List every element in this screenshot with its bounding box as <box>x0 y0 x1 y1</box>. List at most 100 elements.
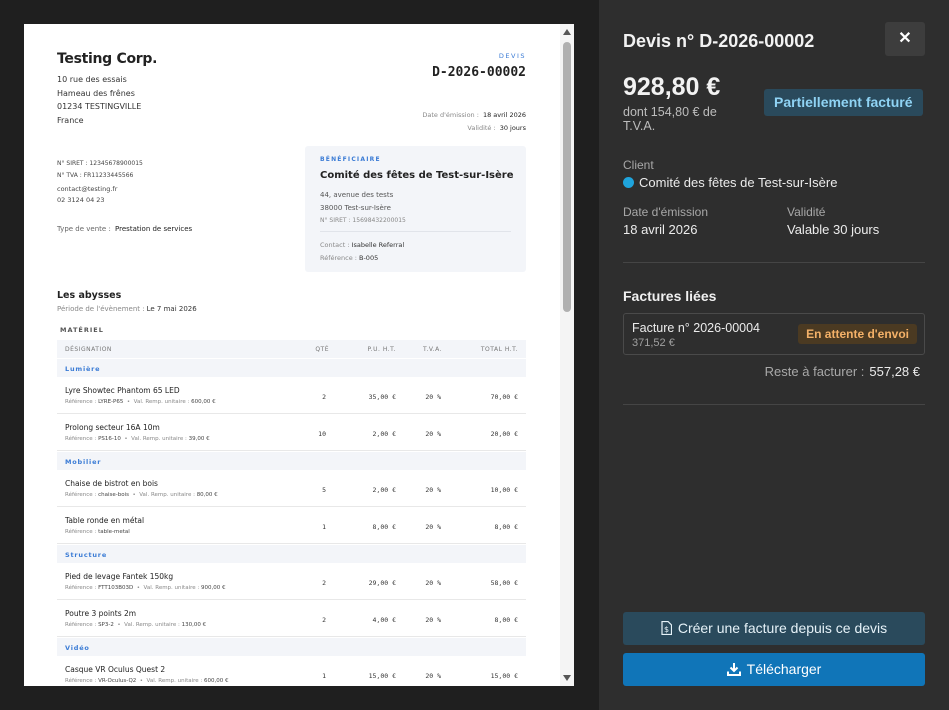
close-icon: ✕ <box>898 30 912 47</box>
scroll-down-icon[interactable] <box>563 675 571 681</box>
beneficiary-siret: N° SIRET : 15698432200015 <box>320 217 406 224</box>
ref-value: table-metal <box>98 529 130 535</box>
beneficiary-name: Comité des fêtes de Test-sur-Isère <box>320 170 514 181</box>
scrollbar[interactable] <box>560 24 574 686</box>
category-name: Mobilier <box>65 458 102 466</box>
item-name: Pied de levage Fantek 150kg <box>65 572 174 581</box>
company-name: Testing Corp. <box>57 51 158 67</box>
remaining-to-invoice: Reste à facturer : 557,28 € <box>765 364 920 379</box>
download-button[interactable]: Télécharger <box>623 653 925 686</box>
beneficiary-address: 44, avenue des tests 38000 Test-sur-Isèr… <box>320 189 393 215</box>
val-value: 39,00 € <box>188 436 210 442</box>
val-value: 130,00 € <box>181 622 207 628</box>
item-name: Poutre 3 points 2m <box>65 609 137 618</box>
company-contact: contact@testing.fr 02 3124 04 23 <box>57 184 117 205</box>
event-period-value: Le 7 mai 2026 <box>146 305 197 313</box>
contact-label: Contact : <box>320 241 350 249</box>
ref-value: FTT103B03D <box>98 585 134 591</box>
val-value: 80,00 € <box>196 492 218 498</box>
val-label: Val. Remp. unitaire : <box>143 585 200 591</box>
table-row: Poutre 3 points 2m Référence : SP3-2 • Va… <box>57 600 526 637</box>
beneficiary-contact: Contact : Isabelle Referral Référence : B-… <box>320 239 404 265</box>
divider <box>623 262 925 263</box>
col-pu: P.U. H.T. <box>367 346 396 353</box>
linked-invoice-card[interactable]: Facture n° 2026-00004 371,52 € En attent… <box>623 313 925 355</box>
table-row: Pied de levage Fantek 150kg Référence : F… <box>57 563 526 600</box>
company-tva: N° TVA : FR11233445566 <box>57 172 134 179</box>
item-qte: 2 <box>322 579 326 587</box>
val-label: Val. Remp. unitaire : <box>124 622 180 628</box>
emission-date-value: 18 avril 2026 <box>482 111 526 119</box>
item-qte: 10 <box>318 430 326 438</box>
item-tva: 20 % <box>425 393 441 401</box>
table-body: Lumière Lyre Showtec Phantom 65 LED Référe… <box>57 358 526 686</box>
status-badge: Partiellement facturé <box>764 89 923 116</box>
scroll-up-icon[interactable] <box>563 29 571 35</box>
ref-value: VR-Oculus-Q2 <box>98 678 137 684</box>
company-address-line: 10 rue des essais <box>57 75 127 84</box>
col-designation: DÉSIGNATION <box>65 346 112 353</box>
item-reference: Référence : LYRE-P65 • Val. Remp. unitai… <box>65 399 216 405</box>
val-label: Val. Remp. unitaire : <box>139 492 195 498</box>
company-address-line: France <box>57 115 84 125</box>
linked-invoices-title: Factures liées <box>623 288 717 304</box>
table-row: Casque VR Oculus Quest 2 Référence : VR-O… <box>57 656 526 686</box>
item-name: Prolong secteur 16A 10m <box>65 423 160 432</box>
ref-label: Référence : <box>65 529 97 535</box>
item-name: Casque VR Oculus Quest 2 <box>65 665 166 674</box>
item-total: 8,00 € <box>494 523 518 531</box>
invoice-amount: 371,52 € <box>632 337 675 349</box>
event-title: Les abysses <box>57 290 122 301</box>
create-invoice-label: Créer une facture depuis ce devis <box>677 620 888 636</box>
invoice-status-badge: En attente d'envoi <box>798 324 917 344</box>
create-invoice-button[interactable]: $ Créer une facture depuis ce devis <box>623 612 925 645</box>
sale-type-label: Type de vente : <box>57 225 111 233</box>
emission-label: Date d'émission <box>623 205 708 219</box>
category-name: Lumière <box>65 365 101 373</box>
reference-row: Référence : B-005 <box>320 252 404 265</box>
table-row: Lyre Showtec Phantom 65 LED Référence : L… <box>57 377 526 414</box>
item-reference: Référence : PS16-10 • Val. Remp. unitair… <box>65 436 210 442</box>
items-table: DÉSIGNATION QTÉ P.U. H.T. T.V.A. TOTAL H… <box>57 340 526 686</box>
ref-label: Référence : <box>65 399 97 405</box>
item-total: 20,00 € <box>490 430 518 438</box>
item-qte: 1 <box>322 523 326 531</box>
client-label: Client <box>623 158 654 172</box>
item-qte: 2 <box>322 616 326 624</box>
item-tva: 20 % <box>425 486 441 494</box>
invoice-title: Facture n° 2026-00004 <box>632 321 761 335</box>
ref-label: Référence : <box>65 622 97 628</box>
company-address: 10 rue des essais Hameau des frênes 0123… <box>57 73 141 127</box>
beneficiary-address-line: 44, avenue des tests <box>320 191 394 199</box>
scrollbar-thumb[interactable] <box>563 42 571 312</box>
item-total: 8,00 € <box>494 616 518 624</box>
item-total: 70,00 € <box>490 393 518 401</box>
category-name: Structure <box>65 551 108 559</box>
col-qte: QTÉ <box>315 346 329 353</box>
val-value: 600,00 € <box>191 399 216 405</box>
tva-amount: dont 154,80 € de T.V.A. <box>623 105 717 133</box>
beneficiary-address-line: 38000 Test-sur-Isère <box>320 204 391 212</box>
svg-text:$: $ <box>664 625 669 634</box>
category-row: Vidéo <box>57 637 526 656</box>
close-button[interactable]: ✕ <box>885 22 925 56</box>
item-pu: 4,00 € <box>372 616 396 624</box>
item-name: Table ronde en métal <box>65 516 145 525</box>
val-label: Val. Remp. unitaire : <box>131 436 187 442</box>
company-ids: N° SIRET : 12345678900015 N° TVA : FR112… <box>57 158 143 182</box>
category-row: Lumière <box>57 358 526 377</box>
ref-label: Référence : <box>65 492 97 498</box>
ref-value: LYRE-P65 <box>98 399 124 405</box>
emission-date: Date d'émission :18 avril 2026 <box>422 111 526 119</box>
quote-side-panel: Devis n° D-2026-00002 ✕ 928,80 € dont 15… <box>599 0 949 710</box>
ref-value: chaise-bois <box>98 492 129 498</box>
company-address-line: Hameau des frênes <box>57 88 135 98</box>
emission-value: 18 avril 2026 <box>623 222 698 237</box>
download-label: Télécharger <box>746 661 822 677</box>
contact-row: Contact : Isabelle Referral <box>320 239 404 252</box>
category-row: Structure <box>57 544 526 563</box>
document-preview[interactable]: Testing Corp. 10 rue des essais Hameau d… <box>24 24 574 686</box>
reference-value: B-005 <box>359 254 379 262</box>
reference-label: Référence : <box>320 254 357 262</box>
company-phone: 02 3124 04 23 <box>57 195 105 204</box>
